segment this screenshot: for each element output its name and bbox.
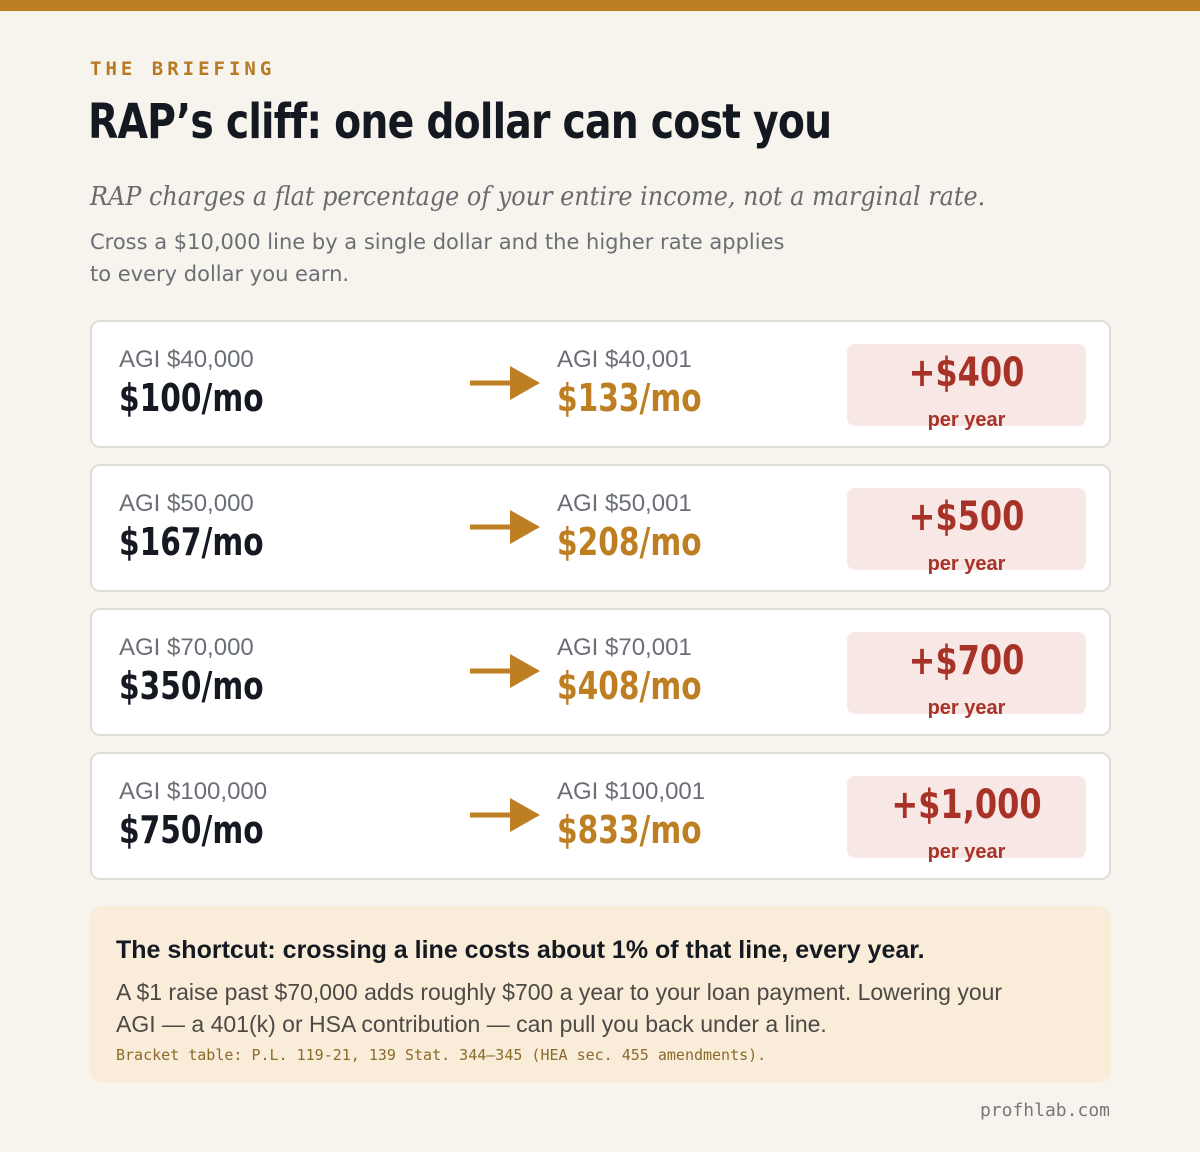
eyebrow-label: THE BRIEFING [90,58,276,80]
comparison-row-50000: AGI $50,000 $167/mo AGI $50,001 $208/mo … [90,464,1111,592]
agi-after: AGI $50,001 [557,490,692,517]
annual-increase-amount: +$400 [908,350,1025,396]
agi-after: AGI $70,001 [557,634,692,661]
annual-increase-amount: +$700 [908,638,1025,684]
annual-increase-unit: per year [927,841,1006,863]
agi-before: AGI $100,000 [119,778,268,805]
arrow-right-icon [470,510,540,544]
comparison-row-40000: AGI $40,000 $100/mo AGI $40,001 $133/mo … [90,320,1111,448]
callout-body: A $1 raise past $70,000 adds roughly $70… [116,979,1003,1037]
top-accent-bar [0,0,1200,11]
agi-before: AGI $40,000 [119,346,254,373]
payment-before: $100/mo [119,376,264,420]
page-subtitle: RAP charges a flat percentage of your en… [90,182,986,212]
agi-before: AGI $50,000 [119,490,254,517]
payment-after: $133/mo [557,376,702,420]
arrow-right-icon [470,654,540,688]
annual-increase-badge: +$1,000 per year [847,776,1086,863]
payment-before: $350/mo [119,664,264,708]
arrow-right-icon [470,798,540,832]
site-credit: profhlab.com [979,1100,1110,1121]
intro-text: Cross a $10,000 line by a single dollar … [90,230,785,286]
comparison-list: AGI $40,000 $100/mo AGI $40,001 $133/mo … [90,320,1111,896]
annual-increase-unit: per year [927,553,1006,575]
payment-before: $750/mo [119,808,264,852]
annual-increase-unit: per year [927,697,1006,719]
annual-increase-badge: +$700 per year [847,632,1086,719]
comparison-row-100000: AGI $100,000 $750/mo AGI $100,001 $833/m… [90,752,1111,880]
agi-after: AGI $40,001 [557,346,692,373]
agi-before: AGI $70,000 [119,634,254,661]
arrow-right-icon [470,366,540,400]
annual-increase-amount: +$1,000 [891,782,1042,828]
payment-after: $208/mo [557,520,702,564]
payment-after: $833/mo [557,808,702,852]
page-title: RAP’s cliff: one dollar can cost you [88,94,832,150]
payment-after: $408/mo [557,664,702,708]
annual-increase-badge: +$500 per year [847,488,1086,575]
shortcut-callout: The shortcut: crossing a line costs abou… [90,906,1111,1083]
annual-increase-badge: +$400 per year [847,344,1086,431]
annual-increase-amount: +$500 [908,494,1025,540]
agi-after: AGI $100,001 [557,778,706,805]
callout-heading: The shortcut: crossing a line costs abou… [116,936,925,964]
annual-increase-unit: per year [927,409,1006,431]
source-citation: Bracket table: P.L. 119-21, 139 Stat. 34… [116,1046,767,1064]
comparison-row-70000: AGI $70,000 $350/mo AGI $70,001 $408/mo … [90,608,1111,736]
payment-before: $167/mo [119,520,264,564]
